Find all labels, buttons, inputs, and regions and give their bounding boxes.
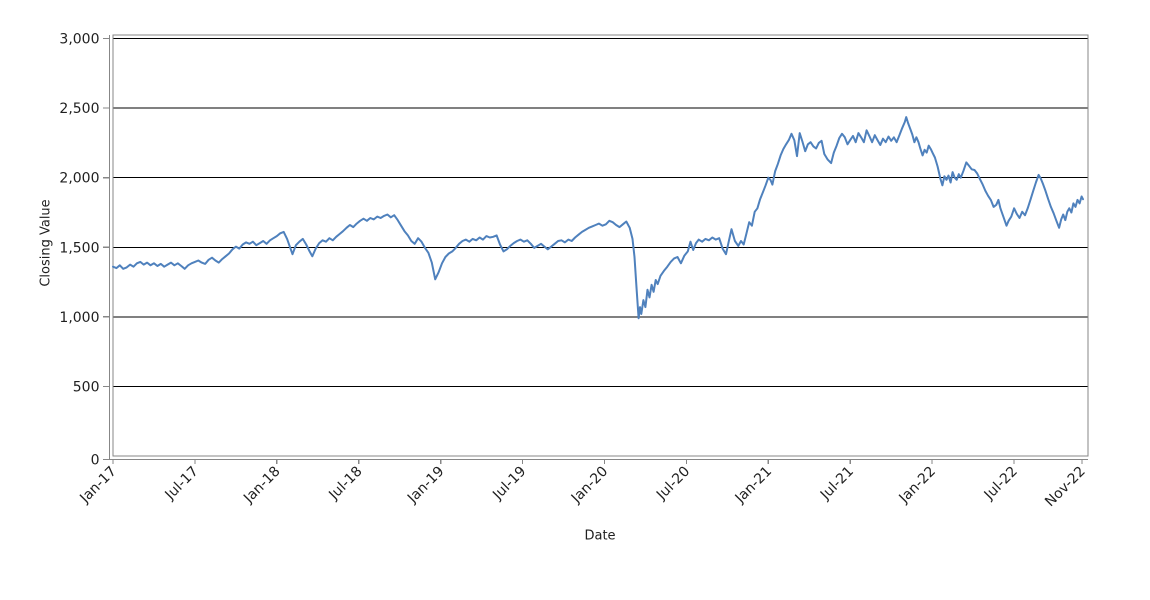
x-tick-label: Jan-18 <box>240 464 283 507</box>
x-tick-label: Jul-19 <box>489 464 529 504</box>
y-tick-label: 500 <box>73 379 100 395</box>
x-tick-label: Jan-20 <box>568 464 611 507</box>
y-tick-label: 2,500 <box>59 101 99 117</box>
x-tick-label: Jan-19 <box>404 464 447 507</box>
x-tick-label: Jan-22 <box>896 464 939 507</box>
closing-value-line <box>112 116 1084 320</box>
x-tick-label: Jul-20 <box>653 464 693 504</box>
x-tick-label: Jul-21 <box>817 464 857 504</box>
x-tick-label: Jul-18 <box>325 464 365 504</box>
x-tick-label: Jul-22 <box>981 464 1021 504</box>
x-tick-label: Jan-17 <box>76 464 119 507</box>
x-tick-label: Nov-22 <box>1042 464 1089 511</box>
y-tick-label: 1,500 <box>59 240 99 256</box>
x-tick-label: Jul-17 <box>162 464 202 504</box>
y-axis-title: Closing Value <box>38 199 54 287</box>
x-tick-label: Jan-21 <box>732 464 775 507</box>
y-tick-label: 0 <box>91 453 100 469</box>
plot-border <box>112 34 1089 457</box>
y-tick-label: 1,000 <box>59 310 99 326</box>
y-tick-label: 2,000 <box>59 171 99 187</box>
x-axis-title: Date <box>584 528 616 544</box>
y-tick-label: 3,000 <box>59 32 99 48</box>
